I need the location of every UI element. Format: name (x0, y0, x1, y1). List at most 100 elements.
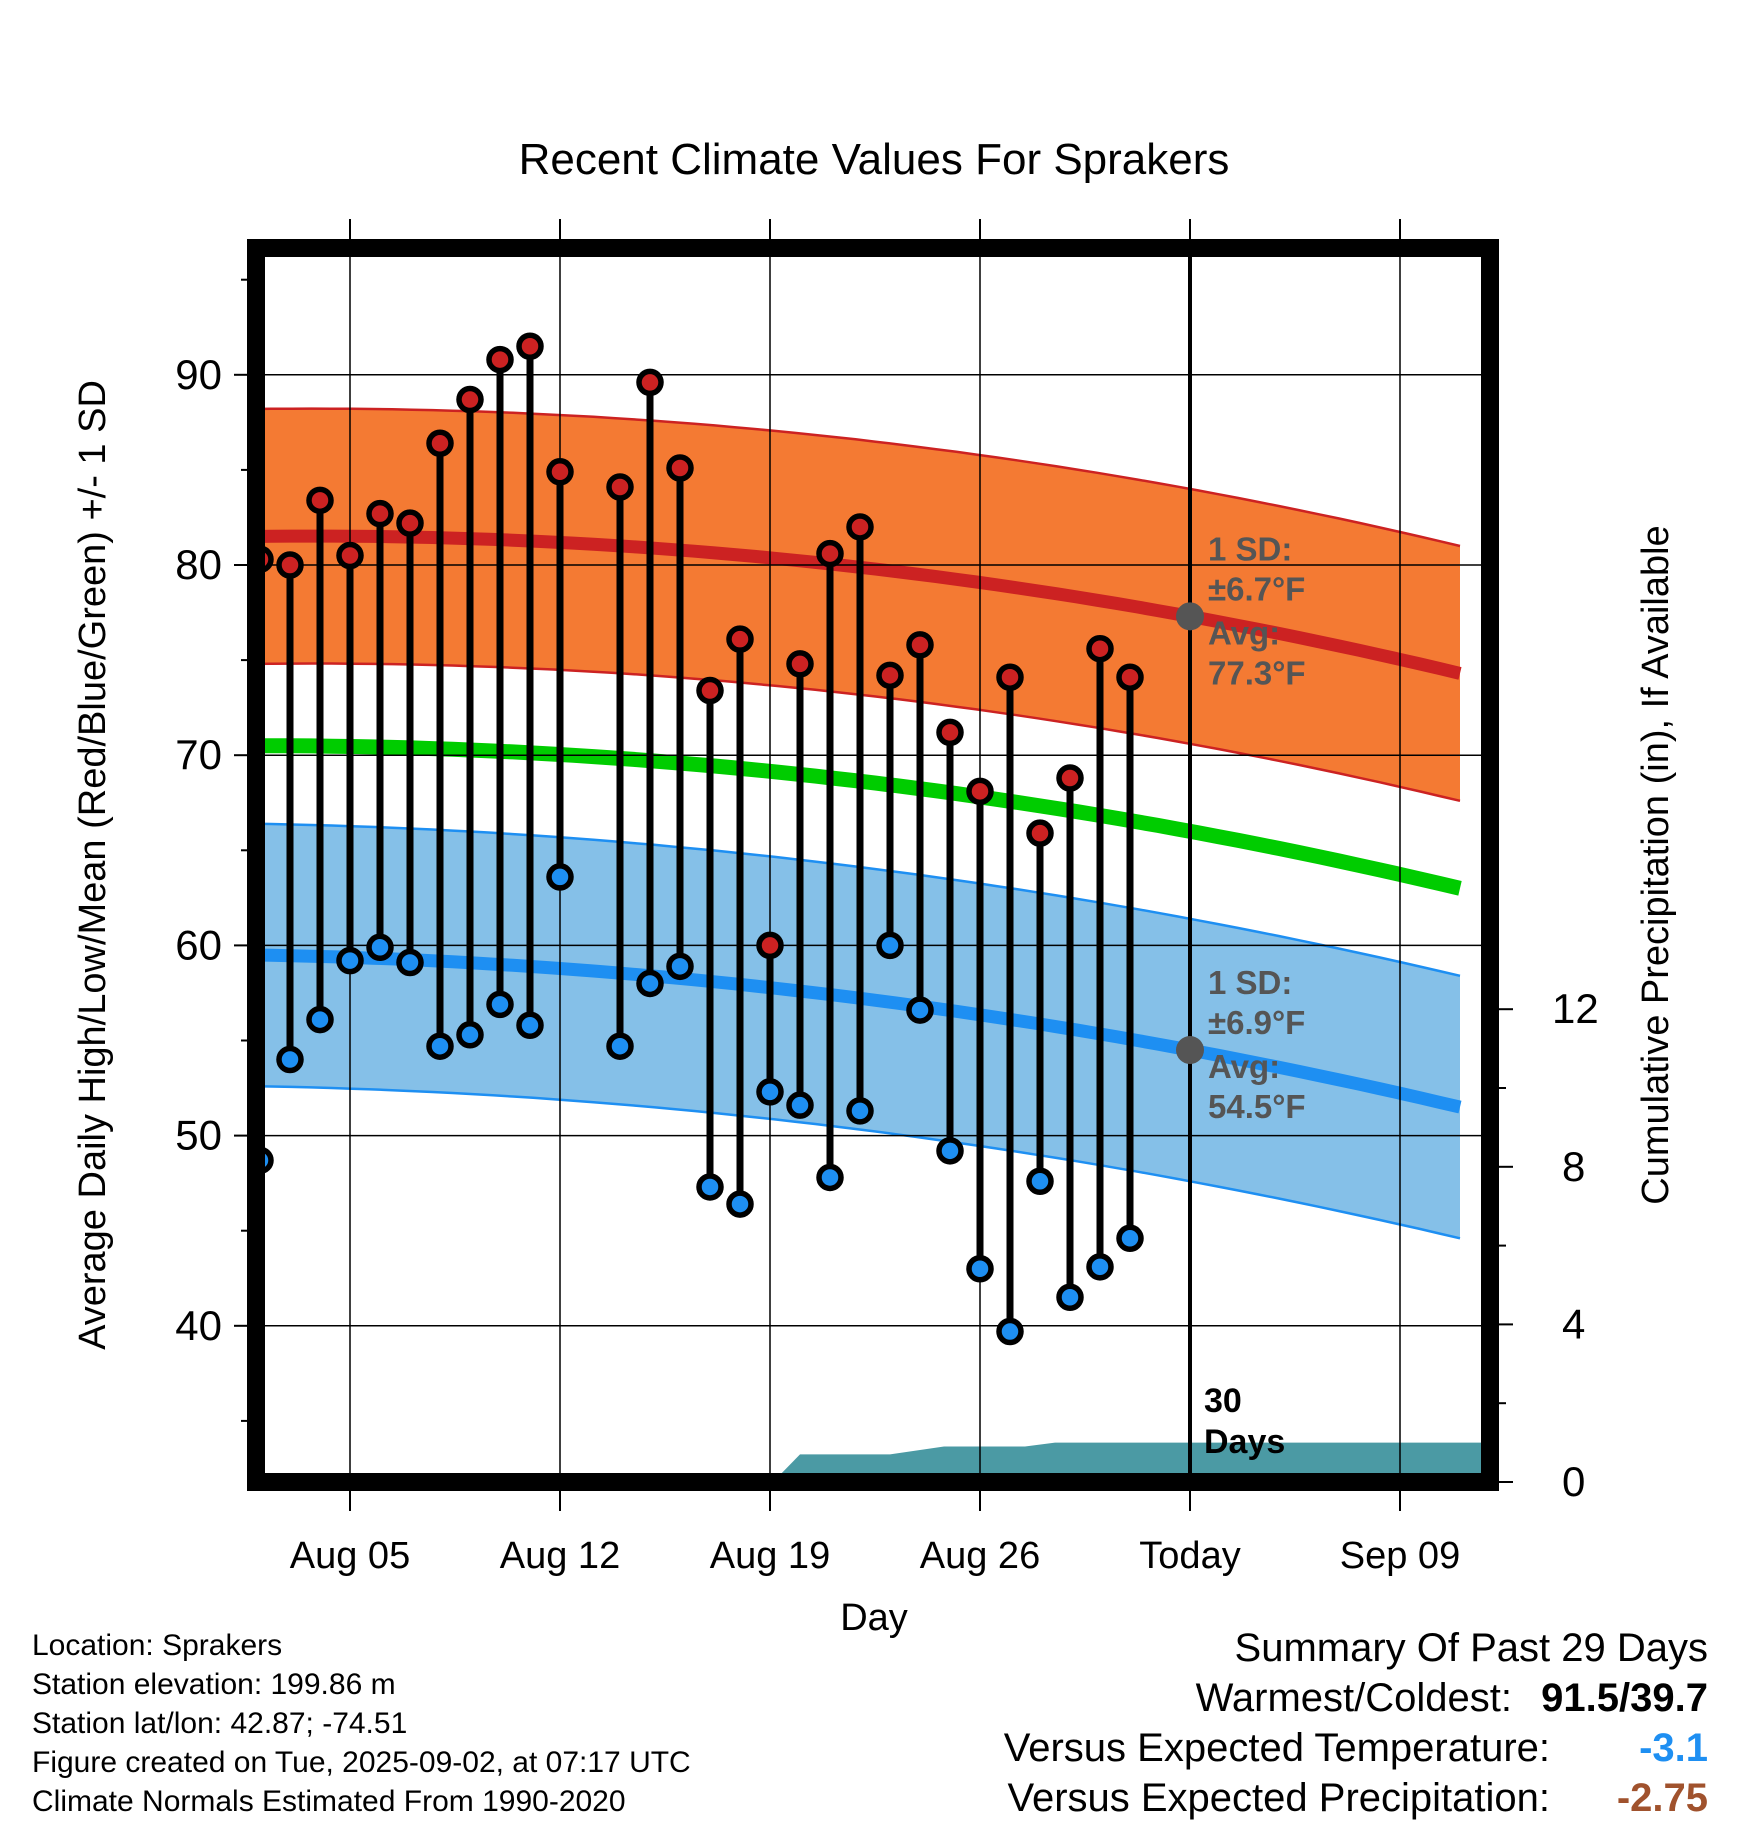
daily-low-point (456, 1021, 484, 1049)
daily-low-point (1026, 1167, 1054, 1195)
high-avg-label: Avg: (1208, 614, 1280, 651)
daily-high-point (546, 458, 574, 486)
normal-low-lower-edge (256, 1084, 1461, 1240)
daily-high-point (756, 931, 784, 960)
elevation-text: Station elevation: 199.86 m (32, 1668, 396, 1701)
daily-high-point (336, 541, 364, 570)
daily-low-point (936, 1137, 964, 1165)
daily-low-point (786, 1091, 814, 1119)
daily-low-point (726, 1190, 754, 1218)
daily-low-point (666, 952, 694, 981)
daily-low-point (696, 1173, 724, 1201)
normal-mean-line (256, 738, 1462, 896)
normal-low-avg-line (256, 948, 1462, 1114)
high-sd-value: ±6.7°F (1208, 570, 1305, 607)
daily-high-point (636, 368, 664, 397)
temp-diff-value: -3.1 (1639, 1726, 1708, 1770)
normal-high-upper-edge (256, 407, 1461, 548)
summary-heading: Summary Of Past 29 Days (1234, 1626, 1708, 1670)
precip-diff-label: Versus Expected Precipitation: (1007, 1776, 1550, 1820)
daily-low-point (486, 990, 514, 1019)
low-sd-value: ±6.9°F (1208, 1004, 1305, 1041)
x-tick-label: Aug 12 (500, 1535, 620, 1577)
y-tick-label: 70 (175, 731, 222, 778)
high-sd-label: 1 SD: (1208, 530, 1292, 567)
daily-high-point (816, 539, 844, 568)
daily-high-point (426, 429, 454, 458)
low-today-marker (1176, 1036, 1204, 1065)
daily-high-point (696, 676, 724, 705)
daily-high-point (1056, 764, 1084, 792)
daily-low-point (876, 931, 904, 960)
normal-high-avg-line (256, 529, 1462, 680)
daily-high-point (516, 332, 544, 361)
daily-low-point (966, 1254, 994, 1283)
x-tick-label: Today (1139, 1535, 1240, 1577)
daily-high-point (396, 509, 424, 537)
days-count-label: 30 (1204, 1382, 1242, 1420)
daily-high-point (1116, 663, 1144, 691)
normal-high-lower-edge (256, 662, 1461, 803)
daily-low-point (276, 1045, 304, 1074)
daily-low-point (1086, 1253, 1114, 1281)
x-axis-label: Day (840, 1597, 908, 1639)
daily-high-point (1026, 819, 1054, 847)
daily-low-point (546, 863, 574, 891)
x-tick-label: Aug 05 (290, 1535, 410, 1577)
daily-low-point (636, 969, 664, 998)
summary-temp-row: Versus Expected Temperature: -3.1 (1004, 1723, 1708, 1773)
chart-title: Recent Climate Values For Sprakers (519, 135, 1230, 184)
overlay: 40 50 60 70 80 90 0 4 8 12 Aug 05 Aug 12 Aug 19 Aug 2… (175, 219, 1599, 1577)
low-avg-label: Avg: (1208, 1048, 1280, 1085)
summary-precip-row: Versus Expected Precipitation: -2.75 (1004, 1773, 1708, 1823)
summary-panel: Summary Of Past 29 Days Warmest/Coldest:… (1004, 1623, 1708, 1823)
daily-low-point (996, 1317, 1024, 1346)
y2-tick-label: 4 (1562, 1300, 1585, 1347)
daily-high-point (306, 486, 334, 515)
daily-high-point (966, 777, 994, 806)
daily-high-point (606, 473, 634, 501)
daily-low-point (516, 1011, 544, 1040)
daily-high-point (456, 385, 484, 414)
daily-high-point (486, 345, 514, 374)
y-tick-label: 90 (175, 351, 222, 398)
daily-high-point (726, 625, 754, 653)
y2-tick-label: 12 (1552, 985, 1599, 1032)
x-tick-label: Aug 26 (920, 1535, 1040, 1577)
daily-low-point (396, 948, 424, 977)
latlon-text: Station lat/lon: 42.87; -74.51 (32, 1707, 408, 1740)
daily-high-point (936, 718, 964, 747)
daily-low-point (606, 1032, 634, 1060)
daily-low-point (1056, 1283, 1084, 1312)
location-text: Location: Sprakers (32, 1629, 283, 1662)
daily-high-point (876, 661, 904, 690)
daily-low-point (306, 1005, 334, 1034)
daily-low-point (426, 1032, 454, 1060)
x-tick-label: Sep 09 (1340, 1535, 1460, 1577)
high-avg-value: 77.3°F (1208, 654, 1306, 691)
y2-axis-label: Cumulative Precipitation (in), If Availa… (1635, 525, 1677, 1204)
y-tick-label: 60 (175, 921, 222, 968)
daily-low-point (366, 933, 394, 962)
normals-text: Climate Normals Estimated From 1990-2020 (32, 1785, 626, 1818)
summary-warmest-row: Warmest/Coldest: 91.5/39.7 (1004, 1673, 1708, 1723)
y-tick-label: 80 (175, 541, 222, 588)
daily-high-point (996, 663, 1024, 691)
y2-tick-label: 0 (1562, 1458, 1585, 1505)
daily-high-point (276, 551, 304, 579)
daily-low-point (336, 946, 364, 975)
precip-area (773, 1442, 1490, 1482)
daily-low-point (906, 996, 934, 1024)
daily-low-point (816, 1163, 844, 1192)
temp-diff-label: Versus Expected Temperature: (1003, 1726, 1550, 1770)
x-tick-label: Aug 19 (710, 1535, 830, 1577)
daily-high-point (366, 499, 394, 528)
high-today-marker (1176, 602, 1204, 631)
daily-high-point (786, 650, 814, 678)
daily-high-point (1086, 634, 1114, 663)
daily-low-point (1116, 1224, 1144, 1253)
normal-low-upper-edge (256, 822, 1461, 978)
low-avg-value: 54.5°F (1208, 1088, 1306, 1125)
